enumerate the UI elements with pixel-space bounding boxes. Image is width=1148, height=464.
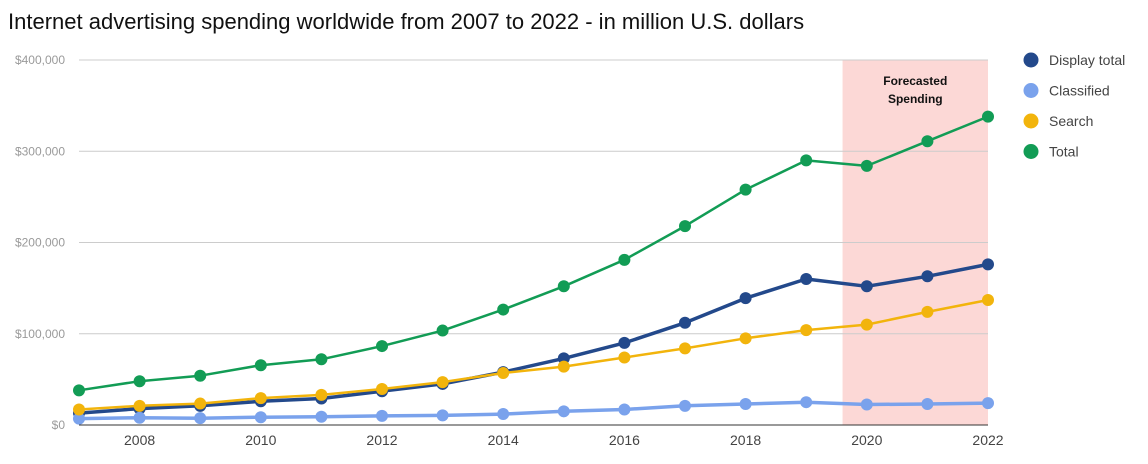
data-point[interactable] — [133, 411, 146, 424]
x-tick-label: 2014 — [488, 432, 519, 448]
data-point[interactable] — [194, 369, 207, 382]
data-point[interactable] — [73, 403, 85, 416]
legend-label[interactable]: Search — [1049, 113, 1093, 129]
data-point[interactable] — [254, 392, 267, 405]
y-tick-label: $100,000 — [15, 327, 65, 341]
data-point[interactable] — [800, 273, 813, 285]
data-point[interactable] — [436, 324, 449, 337]
data-point[interactable] — [739, 398, 752, 411]
data-point[interactable] — [921, 135, 934, 148]
forecast-label-line-1: Forecasted — [883, 74, 947, 88]
legend-marker — [1023, 83, 1039, 98]
data-point[interactable] — [618, 351, 631, 364]
x-tick-label: 2012 — [366, 432, 397, 448]
x-tick-label: 2018 — [730, 432, 761, 448]
data-point[interactable] — [315, 410, 328, 423]
data-point[interactable] — [860, 398, 873, 411]
legend-marker — [1023, 113, 1039, 129]
data-point[interactable] — [557, 360, 570, 373]
data-point[interactable] — [679, 399, 691, 412]
legend-label[interactable]: Display total — [1049, 52, 1125, 68]
y-tick-label: $0 — [52, 418, 66, 432]
data-point[interactable] — [557, 280, 570, 293]
series-line — [78, 115, 989, 392]
data-point[interactable] — [800, 396, 813, 409]
data-point[interactable] — [860, 280, 873, 293]
series-line — [78, 262, 989, 415]
data-point[interactable] — [73, 412, 85, 425]
legend-label[interactable]: Classified — [1049, 83, 1110, 99]
data-point[interactable] — [497, 366, 510, 379]
data-point[interactable] — [254, 359, 267, 372]
data-point[interactable] — [800, 324, 813, 337]
series-line — [78, 298, 989, 411]
data-point[interactable] — [557, 405, 570, 418]
data-point[interactable] — [376, 409, 388, 422]
data-point[interactable] — [315, 388, 328, 401]
data-point[interactable] — [133, 399, 146, 412]
data-point[interactable] — [800, 154, 813, 167]
x-tick-label: 2020 — [851, 432, 882, 448]
series-classified — [73, 396, 994, 425]
x-tick-label: 2016 — [609, 432, 640, 448]
data-point[interactable] — [982, 397, 994, 410]
data-point[interactable] — [739, 183, 752, 196]
data-point[interactable] — [315, 353, 328, 366]
data-point[interactable] — [921, 270, 934, 283]
data-point[interactable] — [497, 408, 510, 421]
data-point[interactable] — [376, 340, 388, 353]
data-point[interactable] — [497, 303, 510, 316]
legend-marker — [1023, 144, 1039, 159]
data-point[interactable] — [921, 305, 934, 318]
series-total — [73, 110, 994, 397]
data-point[interactable] — [436, 376, 449, 389]
data-point[interactable] — [73, 384, 85, 397]
x-tick-label: 2010 — [245, 432, 276, 448]
forecast-label-line-2: Spending — [888, 92, 943, 106]
data-point[interactable] — [982, 258, 994, 271]
data-point[interactable] — [194, 397, 207, 410]
data-point[interactable] — [982, 110, 994, 123]
data-point[interactable] — [618, 336, 631, 349]
data-point[interactable] — [618, 253, 631, 266]
data-point[interactable] — [254, 411, 267, 424]
data-point[interactable] — [679, 342, 691, 355]
chart-title: Internet advertising spending worldwide … — [8, 9, 804, 34]
series-line — [78, 400, 989, 421]
data-point[interactable] — [194, 412, 207, 425]
x-tick-label: 2022 — [972, 432, 1003, 448]
data-point[interactable] — [982, 293, 994, 306]
data-point[interactable] — [376, 382, 388, 395]
data-point[interactable] — [921, 398, 934, 411]
data-point[interactable] — [133, 375, 146, 388]
data-point[interactable] — [739, 292, 752, 305]
data-point[interactable] — [679, 316, 691, 329]
data-point[interactable] — [557, 352, 570, 365]
y-tick-label: $200,000 — [15, 236, 65, 250]
data-point[interactable] — [679, 220, 691, 233]
data-point[interactable] — [860, 159, 873, 172]
legend-label[interactable]: Total — [1049, 144, 1079, 160]
y-tick-label: $400,000 — [15, 53, 65, 67]
data-point[interactable] — [860, 318, 873, 331]
legend-marker — [1023, 52, 1039, 68]
data-point[interactable] — [618, 403, 631, 416]
series-search — [73, 293, 994, 416]
data-point[interactable] — [739, 332, 752, 345]
data-point[interactable] — [436, 409, 449, 422]
x-tick-label: 2008 — [124, 432, 155, 448]
y-tick-label: $300,000 — [15, 144, 65, 158]
